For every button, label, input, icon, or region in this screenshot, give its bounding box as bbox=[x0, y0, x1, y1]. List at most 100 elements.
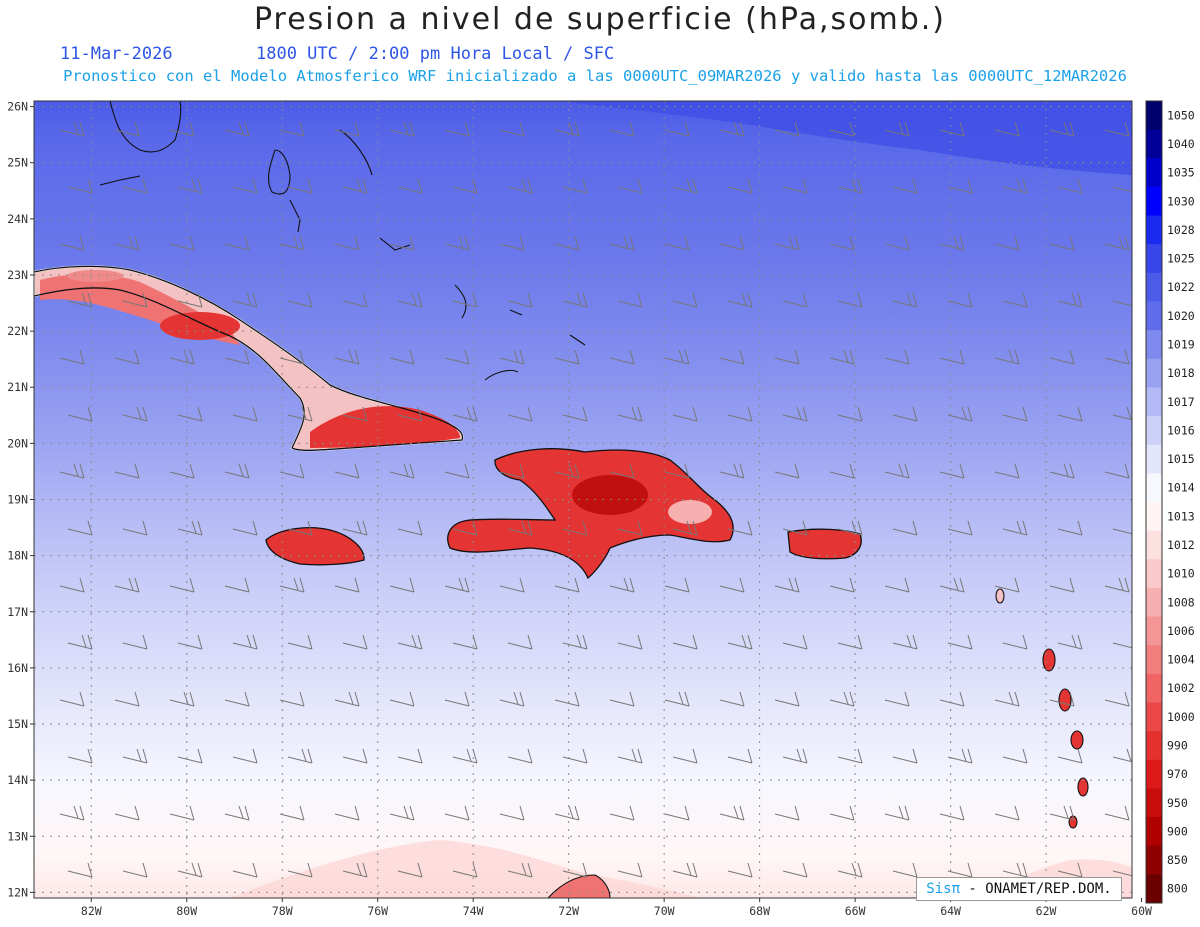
wind-barb bbox=[224, 121, 250, 137]
colorbar-swatch bbox=[1146, 330, 1162, 360]
wind-barb bbox=[664, 121, 690, 137]
wind-barb bbox=[114, 235, 140, 251]
wind-barb bbox=[1049, 691, 1075, 707]
wind-barb bbox=[1112, 748, 1132, 763]
colorbar-label: 1002 bbox=[1167, 681, 1195, 695]
wind-barb bbox=[1104, 463, 1130, 479]
wind-barb bbox=[444, 121, 470, 137]
wind-barb bbox=[939, 805, 965, 821]
wind-barb bbox=[837, 862, 863, 878]
wind-barb bbox=[122, 292, 148, 308]
lon-tick-label: 66W bbox=[845, 904, 866, 918]
wind-barb bbox=[499, 577, 525, 593]
wind-barb bbox=[1104, 805, 1130, 821]
wind-barb bbox=[617, 748, 643, 764]
wind-barb bbox=[939, 577, 965, 593]
wind-barb bbox=[1049, 121, 1075, 137]
wind-barb bbox=[114, 349, 140, 365]
wind-barb bbox=[672, 634, 698, 650]
wind-barb bbox=[334, 691, 360, 707]
wind-barb bbox=[1002, 292, 1028, 308]
lon-tick-label: 80W bbox=[176, 904, 197, 918]
wind-barb bbox=[169, 577, 195, 593]
wind-barb bbox=[287, 748, 313, 764]
wind-barb bbox=[1112, 186, 1132, 193]
wind-barb bbox=[59, 691, 85, 707]
wind-barb bbox=[1104, 691, 1130, 707]
wind-barb bbox=[829, 463, 855, 479]
wind-barb bbox=[452, 748, 478, 764]
wind-barb bbox=[727, 406, 753, 422]
colorbar-swatch bbox=[1146, 158, 1162, 188]
wind-barb bbox=[59, 463, 85, 479]
wind-barb bbox=[609, 805, 635, 821]
wind-barb bbox=[829, 121, 855, 137]
wind-barb bbox=[1002, 634, 1028, 650]
puerto-rico bbox=[787, 528, 862, 560]
wind-barb bbox=[67, 748, 93, 764]
wind-barb bbox=[334, 349, 360, 365]
wind-barb bbox=[672, 292, 698, 308]
latitude-axis: 12N 13N 14N 15N 16N 17N 18N 19N 20N 21N 22N 23N 24N 2… bbox=[7, 100, 34, 899]
wind-barb bbox=[499, 805, 525, 821]
colorbar-swatch bbox=[1146, 215, 1162, 245]
wind-barb bbox=[774, 235, 800, 251]
wind-barb bbox=[1002, 862, 1028, 878]
wind-barb bbox=[507, 406, 533, 422]
colorbar-swatch bbox=[1146, 272, 1162, 302]
credit-box: Sisπ - ONAMET/REP.DOM. bbox=[916, 877, 1122, 901]
wind-barb bbox=[122, 406, 148, 422]
wind-barb bbox=[122, 520, 148, 536]
wind-barb bbox=[1002, 406, 1028, 422]
wind-barb bbox=[884, 121, 910, 137]
wind-barb bbox=[224, 349, 250, 365]
wind-barb bbox=[389, 691, 415, 707]
colorbar-swatch bbox=[1146, 702, 1162, 732]
wind-barb bbox=[499, 235, 525, 251]
wind-barb bbox=[782, 634, 808, 650]
wind-barb bbox=[507, 748, 533, 764]
wind-barb bbox=[554, 577, 580, 593]
wind-barb bbox=[1049, 805, 1075, 821]
lon-tick-label: 78W bbox=[272, 904, 293, 918]
wind-barb bbox=[837, 292, 863, 308]
lon-tick-label: 62W bbox=[1036, 904, 1057, 918]
wind-barb bbox=[782, 292, 808, 308]
wind-barb bbox=[67, 634, 93, 650]
colorbar-swatch bbox=[1146, 502, 1162, 532]
wind-barb bbox=[122, 862, 148, 878]
colorbar-swatch bbox=[1146, 645, 1162, 675]
lat-tick-label: 15N bbox=[7, 717, 28, 731]
wind-barb bbox=[994, 691, 1020, 707]
wind-barb bbox=[169, 463, 195, 479]
wind-barb bbox=[664, 349, 690, 365]
colorbar-swatch bbox=[1146, 530, 1162, 560]
wind-barb bbox=[342, 520, 368, 536]
wind-barb bbox=[499, 349, 525, 365]
lat-tick-label: 17N bbox=[7, 605, 28, 619]
wind-barb bbox=[562, 520, 588, 536]
wind-barb bbox=[884, 691, 910, 707]
wind-barb bbox=[334, 805, 360, 821]
wind-barb bbox=[609, 691, 635, 707]
lat-tick-label: 21N bbox=[7, 380, 28, 394]
colorbar-label: 850 bbox=[1167, 853, 1188, 867]
colorbar-label: 1035 bbox=[1167, 166, 1195, 180]
colorbar-swatch bbox=[1146, 673, 1162, 703]
colorbar-swatch bbox=[1146, 817, 1162, 847]
wind-barb bbox=[782, 748, 808, 764]
wind-barb bbox=[232, 292, 258, 308]
wind-barb bbox=[994, 463, 1020, 479]
wind-barb bbox=[59, 577, 85, 593]
wind-barb bbox=[232, 178, 258, 194]
wind-barb bbox=[114, 121, 140, 137]
wind-barb bbox=[609, 463, 635, 479]
wind-barb bbox=[719, 577, 745, 593]
wind-barb bbox=[562, 292, 588, 308]
colorbar-label: 1012 bbox=[1167, 538, 1195, 552]
wind-barb bbox=[342, 862, 368, 878]
wind-barb bbox=[664, 235, 690, 251]
wind-barb bbox=[609, 349, 635, 365]
wind-barb bbox=[444, 463, 470, 479]
